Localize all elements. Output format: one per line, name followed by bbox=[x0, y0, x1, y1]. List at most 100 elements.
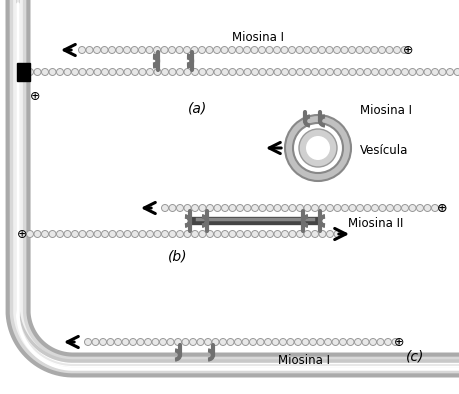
Circle shape bbox=[79, 69, 86, 76]
Circle shape bbox=[341, 204, 348, 212]
Circle shape bbox=[258, 46, 265, 54]
Circle shape bbox=[107, 338, 114, 346]
Circle shape bbox=[258, 69, 265, 76]
Circle shape bbox=[229, 204, 235, 212]
Circle shape bbox=[296, 69, 303, 76]
Circle shape bbox=[274, 204, 280, 212]
Circle shape bbox=[219, 338, 226, 346]
Circle shape bbox=[318, 230, 325, 238]
Circle shape bbox=[446, 69, 453, 76]
Circle shape bbox=[384, 338, 391, 346]
Circle shape bbox=[116, 46, 123, 54]
Circle shape bbox=[235, 46, 242, 54]
Circle shape bbox=[303, 204, 310, 212]
Circle shape bbox=[298, 129, 336, 167]
Circle shape bbox=[213, 46, 220, 54]
Circle shape bbox=[251, 204, 258, 212]
Circle shape bbox=[408, 204, 415, 212]
Circle shape bbox=[154, 230, 161, 238]
Circle shape bbox=[258, 230, 265, 238]
Circle shape bbox=[431, 69, 437, 76]
Circle shape bbox=[168, 204, 176, 212]
Circle shape bbox=[318, 46, 325, 54]
Circle shape bbox=[199, 230, 206, 238]
Circle shape bbox=[184, 204, 190, 212]
Circle shape bbox=[206, 46, 213, 54]
Circle shape bbox=[318, 69, 325, 76]
Circle shape bbox=[316, 338, 323, 346]
Circle shape bbox=[325, 46, 332, 54]
Circle shape bbox=[288, 204, 295, 212]
Circle shape bbox=[363, 204, 370, 212]
Circle shape bbox=[274, 230, 280, 238]
Circle shape bbox=[279, 338, 286, 346]
Circle shape bbox=[453, 69, 459, 76]
Circle shape bbox=[101, 69, 108, 76]
Circle shape bbox=[139, 230, 146, 238]
Circle shape bbox=[391, 338, 398, 346]
Text: (c): (c) bbox=[405, 350, 423, 364]
Text: Vesícula: Vesícula bbox=[359, 143, 408, 156]
Circle shape bbox=[264, 338, 271, 346]
Circle shape bbox=[243, 46, 250, 54]
Circle shape bbox=[93, 46, 100, 54]
Text: Miosina I: Miosina I bbox=[359, 104, 411, 117]
Circle shape bbox=[221, 69, 228, 76]
Circle shape bbox=[189, 338, 196, 346]
Circle shape bbox=[241, 338, 248, 346]
Circle shape bbox=[288, 230, 295, 238]
Circle shape bbox=[281, 230, 288, 238]
Circle shape bbox=[386, 69, 392, 76]
Circle shape bbox=[273, 46, 280, 54]
Circle shape bbox=[369, 338, 375, 346]
Circle shape bbox=[286, 338, 293, 346]
Circle shape bbox=[116, 230, 123, 238]
Text: Miosina II: Miosina II bbox=[347, 216, 403, 229]
Circle shape bbox=[415, 204, 423, 212]
Circle shape bbox=[206, 230, 213, 238]
Circle shape bbox=[138, 46, 145, 54]
Circle shape bbox=[34, 69, 41, 76]
Circle shape bbox=[151, 338, 159, 346]
Circle shape bbox=[341, 69, 348, 76]
Circle shape bbox=[280, 46, 287, 54]
Circle shape bbox=[333, 46, 340, 54]
Circle shape bbox=[302, 338, 308, 346]
Circle shape bbox=[415, 69, 423, 76]
Circle shape bbox=[266, 230, 273, 238]
Circle shape bbox=[378, 46, 385, 54]
Circle shape bbox=[191, 204, 198, 212]
Circle shape bbox=[154, 69, 161, 76]
Circle shape bbox=[78, 46, 85, 54]
Circle shape bbox=[92, 338, 99, 346]
Circle shape bbox=[144, 338, 151, 346]
Circle shape bbox=[86, 69, 93, 76]
Circle shape bbox=[266, 204, 273, 212]
Circle shape bbox=[161, 230, 168, 238]
Circle shape bbox=[206, 204, 213, 212]
Circle shape bbox=[333, 230, 340, 238]
Circle shape bbox=[56, 69, 63, 76]
Circle shape bbox=[285, 115, 350, 181]
Circle shape bbox=[376, 338, 383, 346]
Circle shape bbox=[220, 46, 228, 54]
Circle shape bbox=[84, 338, 91, 346]
Circle shape bbox=[226, 338, 234, 346]
Circle shape bbox=[131, 46, 138, 54]
Circle shape bbox=[318, 204, 325, 212]
Circle shape bbox=[348, 204, 355, 212]
Circle shape bbox=[236, 230, 243, 238]
Circle shape bbox=[116, 69, 123, 76]
Circle shape bbox=[183, 46, 190, 54]
Circle shape bbox=[431, 204, 437, 212]
Circle shape bbox=[281, 69, 288, 76]
Circle shape bbox=[167, 338, 174, 346]
Circle shape bbox=[27, 230, 34, 238]
Circle shape bbox=[86, 46, 93, 54]
Circle shape bbox=[213, 69, 220, 76]
Circle shape bbox=[221, 230, 228, 238]
Circle shape bbox=[378, 69, 385, 76]
Circle shape bbox=[182, 338, 189, 346]
Circle shape bbox=[212, 338, 218, 346]
Circle shape bbox=[251, 46, 257, 54]
